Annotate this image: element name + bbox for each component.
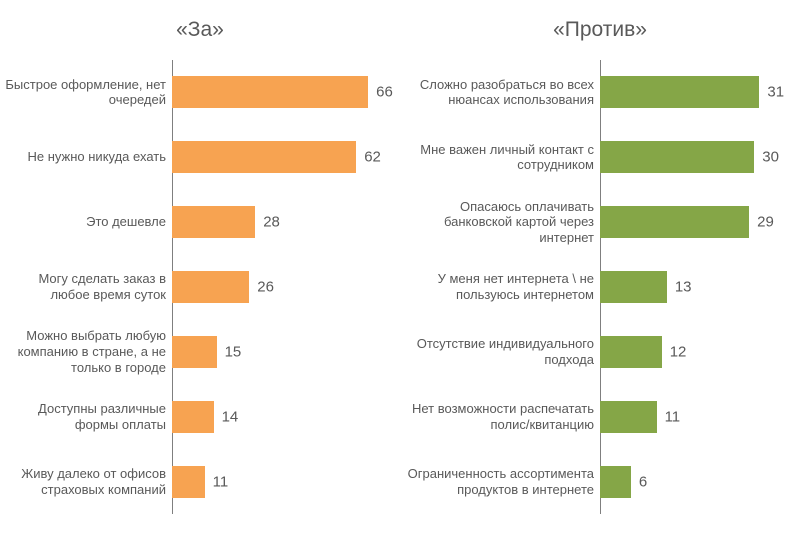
- bar-value: 29: [757, 214, 774, 231]
- bar: [172, 401, 214, 433]
- bar-value: 11: [213, 473, 229, 490]
- bar-area: 30: [600, 125, 780, 190]
- panel-against-plot: Сложно разобраться во всех нюансах испол…: [400, 60, 800, 514]
- bar: [172, 206, 255, 238]
- bar: [600, 271, 667, 303]
- bar: [172, 141, 356, 173]
- bar: [600, 206, 749, 238]
- bar-value: 14: [222, 408, 239, 425]
- bar-value: 6: [639, 473, 647, 490]
- bar-row: Могу сделать заказ в любое время суток 26: [0, 255, 400, 320]
- panel-for-plot: Быстрое оформление, нет очередей66Не нуж…: [0, 60, 400, 514]
- bar-label: Быстрое оформление, нет очередей: [0, 77, 172, 108]
- panel-against: «Против» Сложно разобраться во всех нюан…: [400, 0, 800, 534]
- bar-label: У меня нет интернета \ не пользуюсь инте…: [400, 271, 600, 302]
- bar-value: 28: [263, 214, 280, 231]
- bar-area: 28: [172, 190, 380, 255]
- bar-value: 13: [675, 278, 692, 295]
- bar-label: Это дешевле: [0, 214, 172, 230]
- bar: [600, 141, 754, 173]
- panel-for: «За» Быстрое оформление, нет очередей66Н…: [0, 0, 400, 534]
- bar-area: 6: [600, 449, 780, 514]
- bar-row: Доступны различные формы оплаты 14: [0, 384, 400, 449]
- bar-area: 14: [172, 384, 380, 449]
- bar-area: 15: [172, 319, 380, 384]
- bar-value: 12: [670, 343, 687, 360]
- bar-area: 11: [600, 384, 780, 449]
- bar-label: Ограниченность ассортимента продуктов в …: [400, 466, 600, 497]
- bar-value: 30: [762, 149, 779, 166]
- bar-area: 66: [172, 60, 380, 125]
- bar-label: Отсутствие индивидуального подхода: [400, 336, 600, 367]
- bar-label: Опасаюсь оплачивать банковской картой че…: [400, 199, 600, 246]
- bar-value: 66: [376, 84, 393, 101]
- bar-value: 62: [364, 149, 381, 166]
- bar-value: 15: [225, 343, 242, 360]
- bar-row: Не нужно никуда ехать 62: [0, 125, 400, 190]
- bar: [600, 466, 631, 498]
- bar: [172, 76, 368, 108]
- bar: [172, 466, 205, 498]
- bar-area: 62: [172, 125, 380, 190]
- bar-row: У меня нет интернета \ не пользуюсь инте…: [400, 255, 800, 320]
- bar-area: 12: [600, 319, 780, 384]
- bar-area: 11: [172, 449, 380, 514]
- bar: [172, 271, 249, 303]
- bar-label: Мне важен личный контакт с сотрудником: [400, 142, 600, 173]
- panel-for-title: «За»: [0, 0, 400, 60]
- bar-area: 26: [172, 255, 380, 320]
- bar-row: Нет возможности распечатать полис/квитан…: [400, 384, 800, 449]
- bar-row: Ограниченность ассортимента продуктов в …: [400, 449, 800, 514]
- bar: [600, 76, 759, 108]
- bar-value: 26: [257, 278, 274, 295]
- bar-label: Могу сделать заказ в любое время суток: [0, 271, 172, 302]
- bar-value: 31: [767, 84, 784, 101]
- bar-row: Можно выбрать любую компанию в стране, а…: [0, 319, 400, 384]
- bar-row: Сложно разобраться во всех нюансах испол…: [400, 60, 800, 125]
- bar-row: Это дешевле 28: [0, 190, 400, 255]
- bar: [600, 401, 657, 433]
- bar-label: Нет возможности распечатать полис/квитан…: [400, 401, 600, 432]
- chart-wrap: «За» Быстрое оформление, нет очередей66Н…: [0, 0, 800, 534]
- bar-label: Можно выбрать любую компанию в стране, а…: [0, 328, 172, 375]
- bar-row: Живу далеко от офисов страховых компаний…: [0, 449, 400, 514]
- bar-value: 11: [665, 408, 681, 425]
- bar-label: Сложно разобраться во всех нюансах испол…: [400, 77, 600, 108]
- bar-area: 29: [600, 190, 780, 255]
- bar-label: Не нужно никуда ехать: [0, 149, 172, 165]
- bar-label: Живу далеко от офисов страховых компаний: [0, 466, 172, 497]
- bar: [600, 336, 662, 368]
- bar-row: Мне важен личный контакт с сотрудником 30: [400, 125, 800, 190]
- bar-row: Быстрое оформление, нет очередей66: [0, 60, 400, 125]
- bar-area: 31: [600, 60, 780, 125]
- bar-label: Доступны различные формы оплаты: [0, 401, 172, 432]
- bar-row: Опасаюсь оплачивать банковской картой че…: [400, 190, 800, 255]
- panel-against-title: «Против»: [400, 0, 800, 60]
- bar: [172, 336, 217, 368]
- bar-area: 13: [600, 255, 780, 320]
- bar-row: Отсутствие индивидуального подхода 12: [400, 319, 800, 384]
